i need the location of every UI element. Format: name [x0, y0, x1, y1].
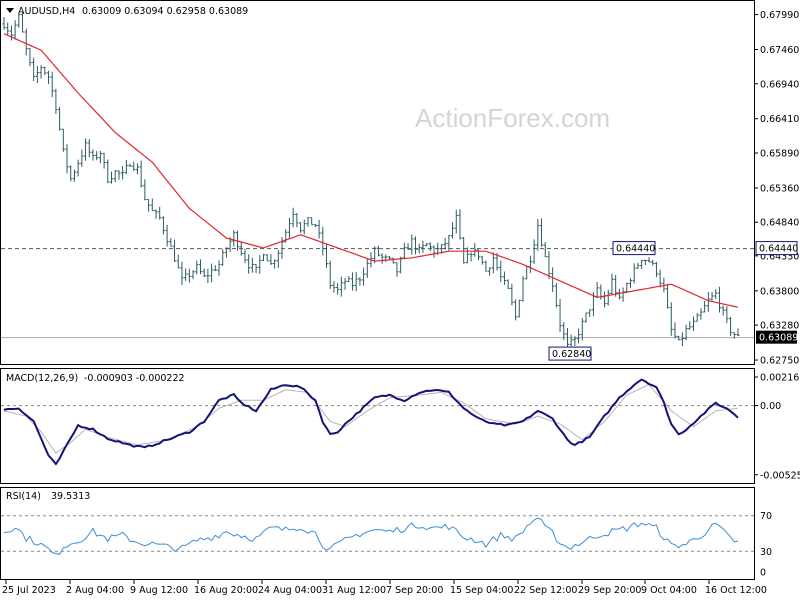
- price-tick-label: 0.67460: [760, 45, 799, 56]
- resistance-axis-label-box: [755, 241, 798, 256]
- resistance-axis-label: 0.64440: [759, 244, 798, 255]
- price-panel-frame: [0, 0, 755, 365]
- current-price-box: [756, 330, 797, 344]
- current-price-label: 0.63089: [759, 333, 798, 344]
- price-tick-label: 0.66410: [760, 114, 799, 125]
- macd-y-axis: 0.002168 0.00 -0.00525: [1, 373, 800, 481]
- macd-tick-label: 0.00: [760, 401, 781, 412]
- rsi-panel-frame: [0, 487, 755, 580]
- price-tick-label: 0.62750: [760, 356, 799, 367]
- macd-lines: [3, 378, 739, 466]
- x-tick-label: 16 Aug 20:00: [194, 585, 258, 596]
- macd-tick-label: 0.002168: [760, 373, 800, 384]
- macd-tick-label: -0.00525: [760, 470, 800, 481]
- macd-title: MACD(12,26,9): [6, 373, 78, 384]
- x-tick-label: 7 Sep 20:00: [386, 585, 443, 596]
- symbol-label: AUDUSD,H4: [18, 6, 75, 17]
- price-annotations: 0.64440 0.62840 0.64440 0.63089: [548, 241, 798, 361]
- rsi-y-axis: 70 30 0: [1, 511, 772, 579]
- macd-signal-line: [3, 383, 739, 454]
- price-bars: [2, 9, 740, 350]
- x-tick-label: 31 Aug 12:00: [322, 585, 386, 596]
- price-tick-label: 0.65360: [760, 183, 799, 194]
- x-tick-label: 9 Oct 04:00: [641, 585, 697, 596]
- rsi-value: 39.5313: [51, 491, 90, 502]
- price-tick-label: 0.66940: [760, 79, 799, 90]
- macd-values: -0.000903 -0.000222: [84, 373, 185, 384]
- price-tick-label: 0.63800: [760, 286, 799, 297]
- support-label: 0.62840: [552, 349, 591, 360]
- price-tick-label: 0.63280: [760, 321, 799, 332]
- x-tick-label: 2 Aug 04:00: [66, 585, 124, 596]
- support-label-box: [548, 346, 592, 361]
- price-y-axis: 0.67990 0.67460 0.66940 0.66410 0.65890 0.653…: [754, 10, 799, 367]
- x-tick-label: 24 Aug 04:00: [258, 585, 322, 596]
- price-tick-label: 0.64840: [760, 218, 799, 229]
- x-axis: 25 Jul 2023 2 Aug 04:00 9 Aug 12:00 16 Aug …: [2, 580, 767, 596]
- moving-average: [3, 33, 739, 308]
- ohlc-label: 0.63009 0.63094 0.62958 0.63089: [82, 6, 248, 17]
- x-tick-label: 15 Sep 04:00: [450, 585, 513, 596]
- macd-line: [3, 378, 739, 466]
- rsi-title: RSI(14): [6, 491, 41, 502]
- watermark: ActionForex.com: [415, 103, 610, 133]
- rsi-tick-label: 0: [760, 568, 766, 579]
- x-tick-label: 9 Aug 12:00: [130, 585, 188, 596]
- x-tick-label: 29 Sep 20:00: [578, 585, 641, 596]
- x-tick-label: 25 Jul 2023: [2, 585, 56, 596]
- price-tick-label: 0.64330: [760, 251, 799, 262]
- x-tick-label: 16 Oct 12:00: [705, 585, 767, 596]
- price-tick-label: 0.65890: [760, 149, 799, 160]
- rsi-tick-label: 70: [760, 511, 772, 522]
- collapse-triangle-icon[interactable]: [6, 8, 14, 13]
- price-tick-label: 0.67990: [760, 10, 799, 21]
- resistance-label-box: [612, 241, 656, 256]
- resistance-label: 0.64440: [616, 244, 655, 255]
- rsi-lines: [3, 517, 739, 555]
- rsi-tick-label: 30: [760, 547, 772, 558]
- ma-line: [3, 33, 739, 308]
- macd-panel-frame: [0, 368, 755, 484]
- x-tick-label: 22 Sep 12:00: [514, 585, 577, 596]
- rsi-line: [3, 517, 739, 555]
- price-levels: [1, 248, 754, 339]
